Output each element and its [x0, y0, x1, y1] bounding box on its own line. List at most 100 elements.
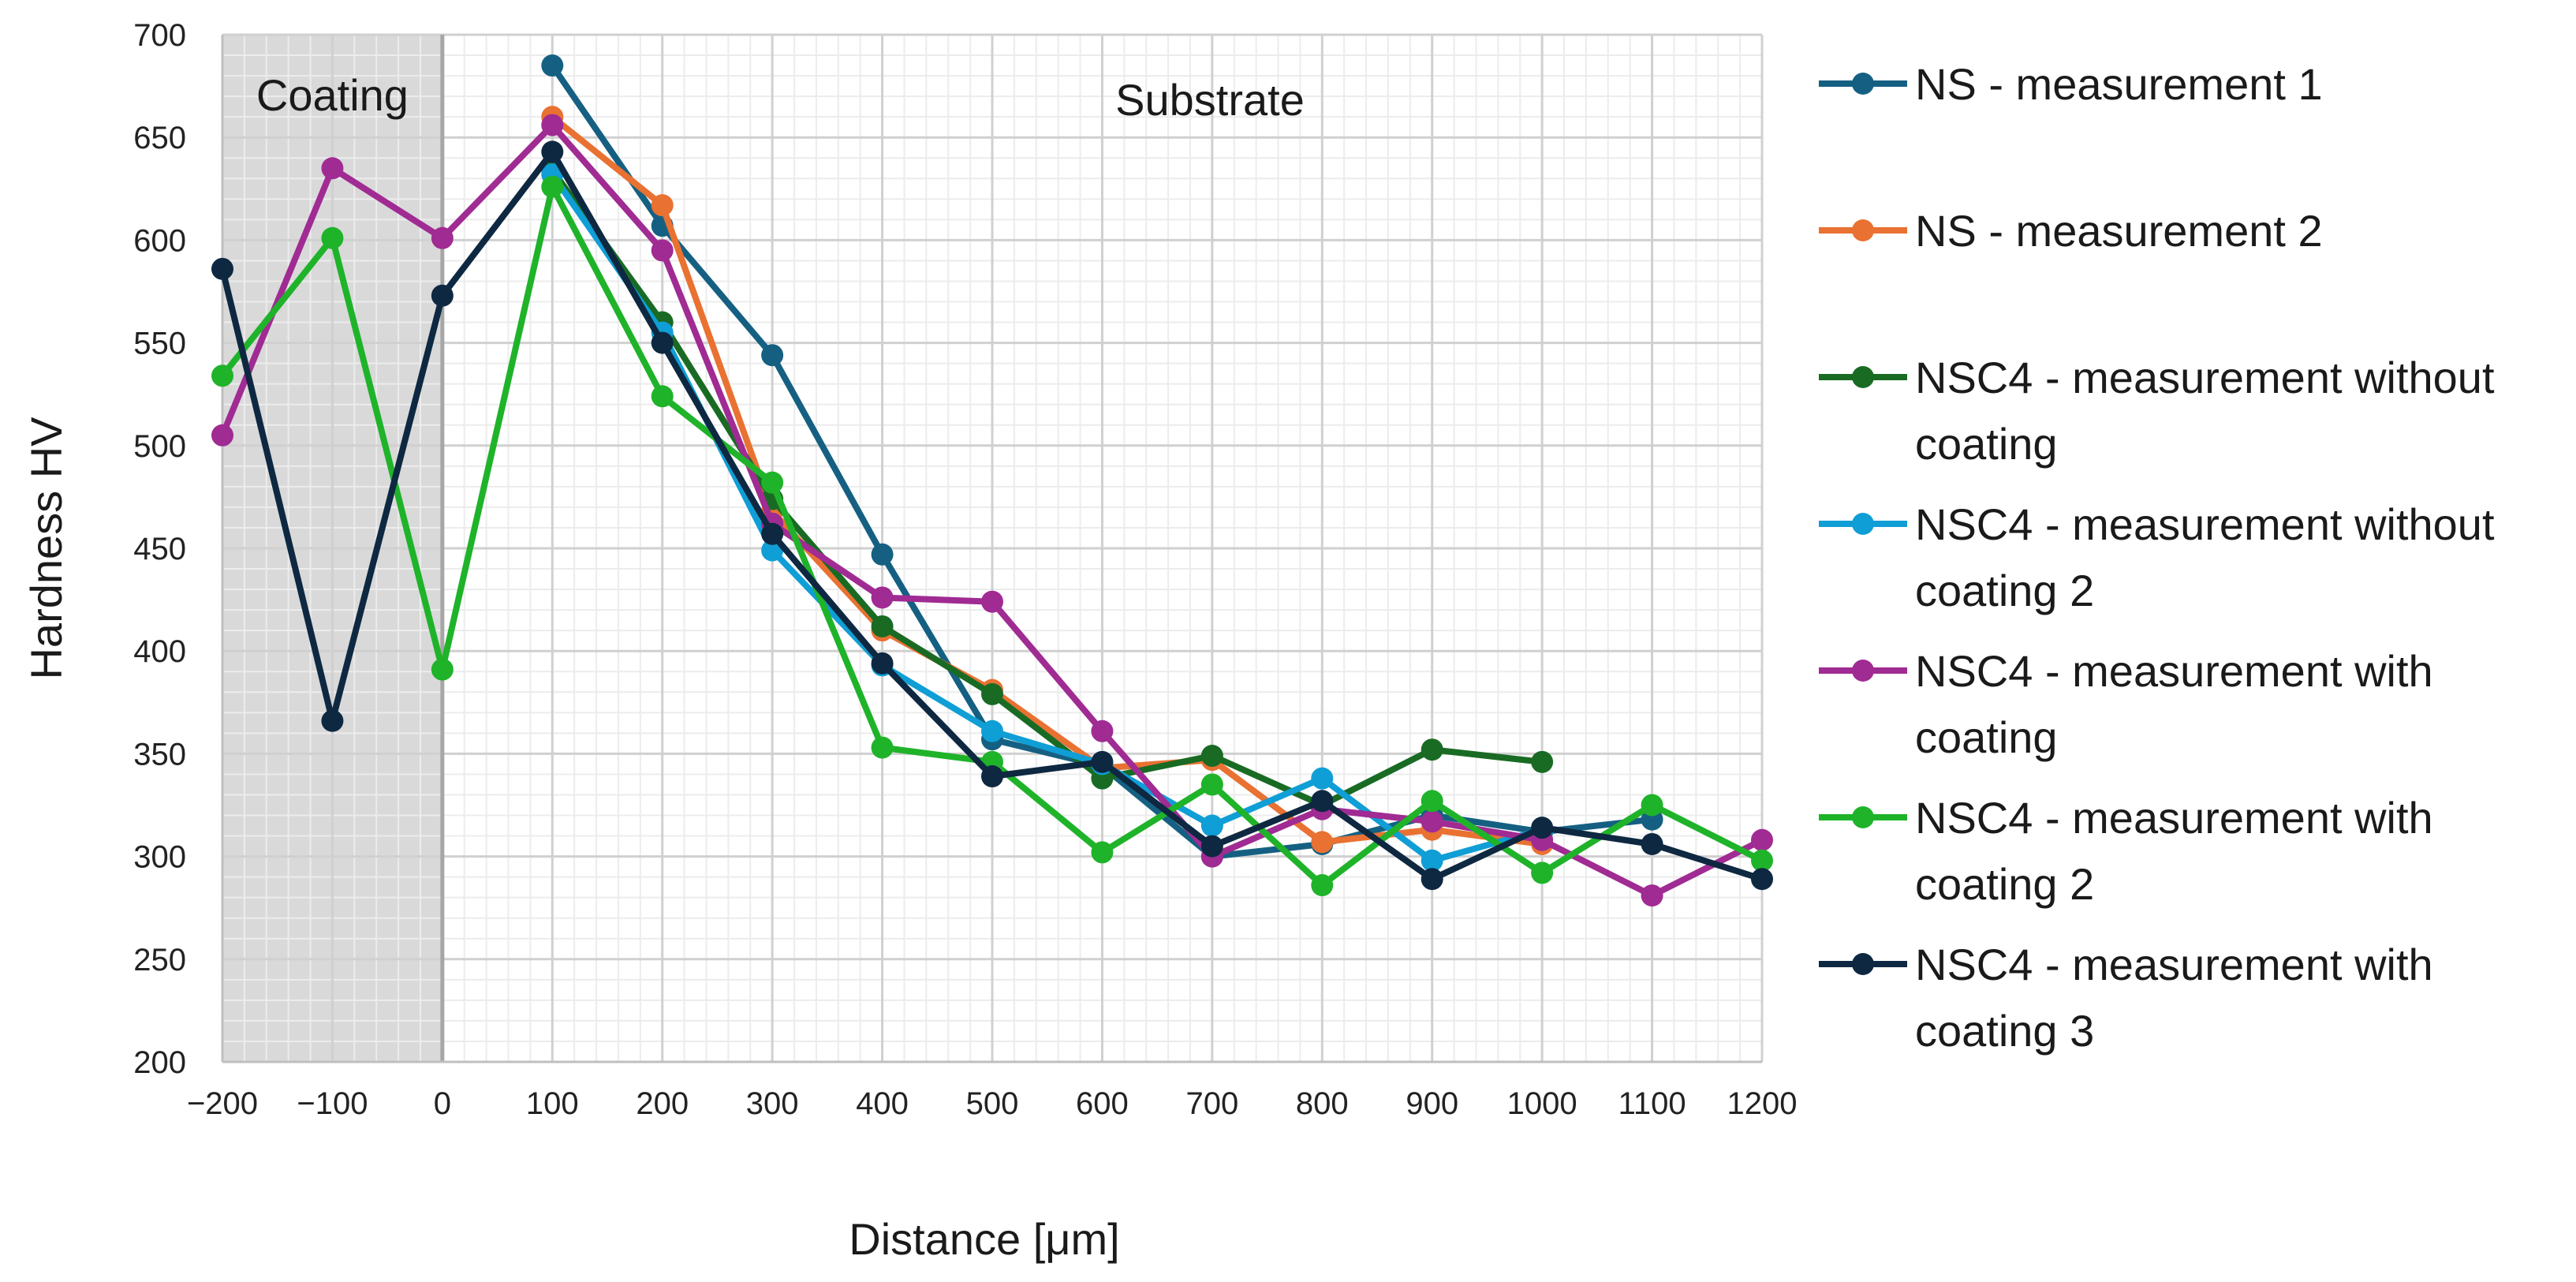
x-tick-label: −100 [297, 1086, 368, 1121]
legend-label: coating [1915, 419, 2058, 469]
legend: NS - measurement 1 NS - measurement 2 NSC4… [1819, 59, 2495, 1056]
data-point [541, 114, 564, 136]
data-point [1311, 874, 1334, 897]
legend-item: NS - measurement 2 [1819, 206, 2323, 256]
legend-label: NSC4 - measurement without [1915, 353, 2495, 402]
data-point [1421, 738, 1443, 761]
legend-swatch-marker [1852, 219, 1874, 241]
data-point [1200, 814, 1223, 837]
legend-item: NSC4 - measurement without coating [1819, 353, 2495, 469]
data-point [871, 736, 894, 759]
y-tick-label: 250 [133, 943, 186, 977]
legend-swatch-marker [1852, 513, 1874, 535]
data-point [1091, 841, 1114, 864]
y-tick-label: 500 [133, 429, 186, 464]
data-point [981, 719, 1003, 742]
legend-label: NSC4 - measurement with [1915, 793, 2433, 843]
x-tick-label: 1200 [1727, 1086, 1798, 1121]
data-point [1311, 831, 1334, 854]
data-point [1421, 849, 1443, 872]
y-tick-label: 350 [133, 737, 186, 772]
data-point [1531, 750, 1554, 773]
y-tick-label: 200 [133, 1045, 186, 1080]
legend-item: NSC4 - measurement with coating [1819, 646, 2433, 762]
x-tick-label: 200 [636, 1086, 689, 1121]
legend-swatch-marker [1852, 806, 1874, 828]
data-point [871, 543, 894, 566]
data-point [1200, 835, 1223, 858]
data-point [1531, 862, 1554, 884]
series-line [549, 166, 1546, 809]
data-point [981, 682, 1003, 705]
data-point [321, 709, 344, 732]
coating-region-label: Coating [256, 70, 409, 120]
data-point [321, 226, 344, 249]
data-point [1641, 794, 1663, 817]
y-tick-label: 700 [133, 18, 186, 53]
data-point [651, 385, 674, 408]
legend-item: NS - measurement 1 [1819, 59, 2323, 109]
x-tick-label: 300 [746, 1086, 799, 1121]
x-tick-label: 800 [1296, 1086, 1349, 1121]
legend-swatch-marker [1852, 660, 1874, 682]
y-axis-title: Hardness HV [21, 417, 71, 680]
data-point [761, 344, 784, 367]
data-point [211, 257, 233, 280]
data-point [211, 424, 233, 447]
legend-label: NS - measurement 2 [1915, 206, 2323, 256]
legend-swatch-marker [1852, 953, 1874, 975]
legend-item: NSC4 - measurement without coating 2 [1819, 499, 2495, 615]
x-tick-label: 1100 [1618, 1086, 1686, 1121]
legend-label: coating 2 [1915, 566, 2094, 615]
axes [221, 35, 1762, 1063]
data-point [1091, 719, 1114, 742]
x-tick-label: 900 [1406, 1086, 1458, 1121]
legend-item: NSC4 - measurement with coating 3 [1819, 940, 2433, 1056]
data-point [1531, 817, 1554, 839]
data-point [541, 54, 564, 77]
legend-label: NSC4 - measurement with [1915, 646, 2433, 696]
data-point [871, 586, 894, 609]
x-tick-labels: −200 −100 0 100 200 300 400 500 600 700 800 900 1000… [187, 1086, 1798, 1121]
legend-swatch-marker [1852, 73, 1874, 95]
data-point [1641, 884, 1663, 907]
x-axis-title: Distance [μm] [849, 1214, 1119, 1264]
y-tick-label: 300 [133, 840, 186, 875]
x-tick-label: 100 [526, 1086, 579, 1121]
legend-label: coating 3 [1915, 1006, 2094, 1056]
x-tick-label: 0 [434, 1086, 451, 1121]
data-point [651, 194, 674, 217]
y-tick-labels: 200 250 300 350 400 450 500 550 600 650 700 [133, 18, 186, 1080]
y-tick-label: 450 [133, 532, 186, 566]
data-point [431, 226, 454, 249]
data-point [1200, 773, 1223, 796]
substrate-region-label: Substrate [1115, 75, 1305, 125]
data-point [211, 364, 233, 387]
legend-label: NSC4 - measurement with [1915, 940, 2433, 989]
y-tick-label: 600 [133, 223, 186, 258]
data-point [1311, 790, 1334, 813]
data-point [431, 658, 454, 681]
data-point [871, 615, 894, 637]
x-tick-label: 500 [966, 1086, 1019, 1121]
legend-item: NSC4 - measurement with coating 2 [1819, 793, 2433, 909]
legend-label: NS - measurement 1 [1915, 59, 2323, 109]
data-point [1311, 767, 1334, 790]
x-tick-label: 700 [1185, 1086, 1238, 1121]
series-layer [211, 54, 1773, 907]
data-point [871, 652, 894, 675]
y-tick-label: 650 [133, 121, 186, 155]
data-point [981, 765, 1003, 788]
data-point [541, 175, 564, 198]
x-tick-label: −200 [187, 1086, 258, 1121]
data-point [761, 471, 784, 494]
legend-swatch-marker [1852, 366, 1874, 388]
data-point [431, 284, 454, 307]
data-point [321, 157, 344, 180]
data-point [1641, 832, 1663, 855]
data-point [541, 140, 564, 163]
series-6 [211, 175, 1773, 897]
data-point [1751, 828, 1773, 851]
data-point [1421, 810, 1443, 833]
